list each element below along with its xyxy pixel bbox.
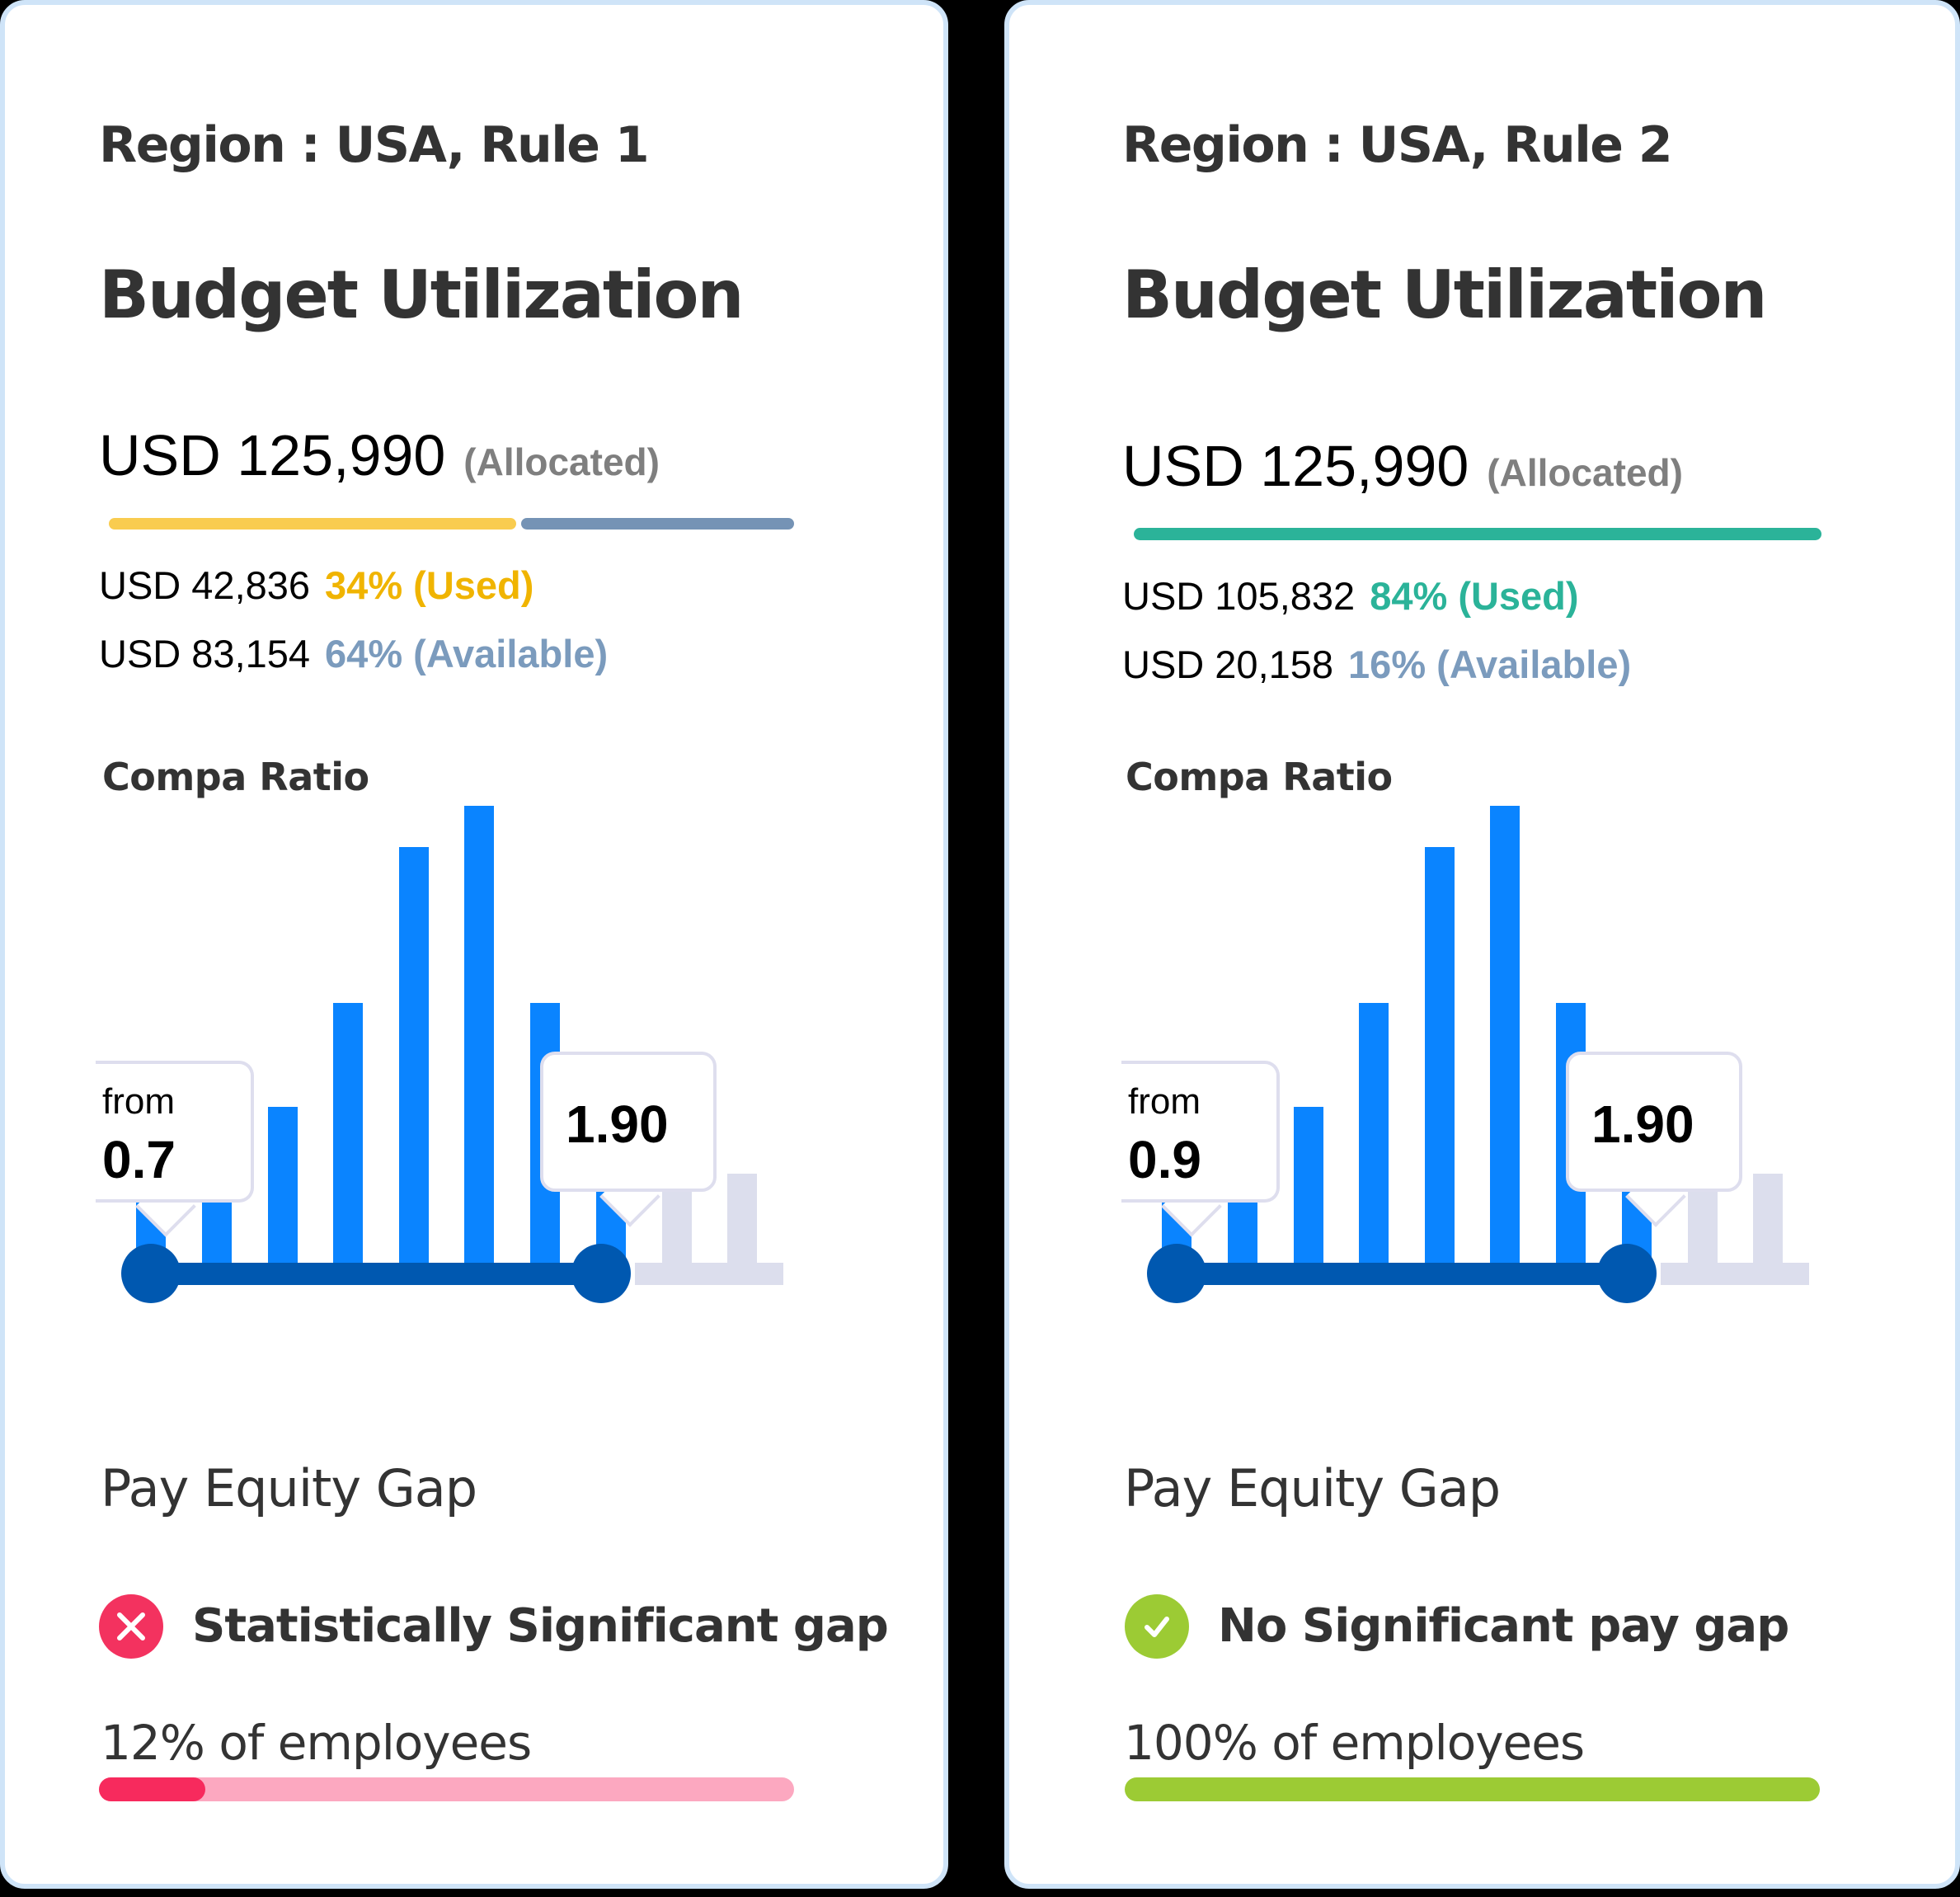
tooltip-max-value: 1.90: [566, 1094, 669, 1154]
used-amount: USD 105,832: [1122, 574, 1356, 618]
rule-card-2: Region : USA, Rule 2 Budget Utilization …: [1004, 0, 1960, 1889]
used-line: USD 105,832 84% (Used): [1122, 577, 1579, 615]
tooltip-max-value: 1.90: [1591, 1094, 1694, 1154]
budget-used-bar: [109, 518, 516, 530]
available-line: USD 83,154 64% (Available): [99, 634, 608, 673]
employees-percent: 12% of employees: [101, 1715, 532, 1771]
chart-bar: [1490, 806, 1520, 1267]
allocated-value: USD 125,990: [99, 423, 446, 487]
chart-bar: [333, 1003, 363, 1267]
range-max-tooltip: [540, 1052, 717, 1192]
allocated-amount: USD 125,990 (Allocated): [1122, 437, 1683, 495]
range-min-tooltip: [96, 1061, 254, 1203]
pay-equity-gap-label: Pay Equity Gap: [101, 1458, 477, 1518]
pay-gap-fill: [99, 1777, 205, 1801]
pay-gap-track: [99, 1777, 794, 1801]
allocated-amount: USD 125,990 (Allocated): [99, 426, 660, 484]
pay-gap-status: No Significant pay gap: [1218, 1599, 1789, 1653]
tooltip-from-label: from: [1128, 1081, 1201, 1122]
employees-percent: 100% of employees: [1124, 1715, 1585, 1771]
range-slider-min-handle[interactable]: [121, 1244, 181, 1303]
chart-bar-out-of-range: [1688, 1180, 1718, 1267]
available-amount: USD 20,158: [1122, 643, 1334, 686]
x-circle-icon: [99, 1594, 163, 1659]
range-slider-max-handle[interactable]: [571, 1244, 631, 1303]
chart-bar: [399, 847, 429, 1267]
chart-bar: [268, 1107, 298, 1267]
available-amount: USD 83,154: [99, 632, 311, 675]
chart-bar-out-of-range: [662, 1180, 692, 1267]
allocated-label: (Allocated): [463, 440, 660, 483]
pay-gap-status: Statistically Significant gap: [192, 1599, 889, 1653]
chart-baseline: [1661, 1263, 1809, 1285]
region-title: Region : USA, Rule 2: [1122, 116, 1673, 174]
tooltip-min-value: 0.9: [1128, 1130, 1201, 1189]
budget-used-bar: [1134, 528, 1821, 540]
rule-card-1: Region : USA, Rule 1 Budget Utilization …: [0, 0, 948, 1889]
tooltip-min-value: 0.7: [102, 1130, 176, 1189]
budget-utilization-title: Budget Utilization: [1122, 257, 1767, 333]
compa-ratio-label: Compa Ratio: [102, 755, 369, 799]
tooltip-from-label: from: [102, 1081, 175, 1122]
chart-bar: [1425, 847, 1455, 1267]
chart-bar-out-of-range: [1753, 1174, 1783, 1267]
used-amount: USD 42,836: [99, 563, 311, 607]
used-line: USD 42,836 34% (Used): [99, 566, 533, 605]
budget-utilization-title: Budget Utilization: [99, 257, 744, 333]
region-title: Region : USA, Rule 1: [99, 116, 650, 174]
allocated-value: USD 125,990: [1122, 434, 1469, 498]
chart-bar: [464, 806, 494, 1267]
chart-bar: [202, 1201, 232, 1267]
range-slider-track[interactable]: [1177, 1263, 1627, 1285]
available-percent: 16% (Available): [1348, 643, 1632, 686]
pay-gap-fill: [1125, 1777, 1820, 1801]
used-percent: 84% (Used): [1370, 574, 1579, 618]
chart-bar: [1228, 1201, 1257, 1267]
chart-bar-out-of-range: [727, 1174, 757, 1267]
budget-available-bar: [521, 518, 794, 530]
available-percent: 64% (Available): [325, 632, 609, 675]
range-min-tooltip: [1121, 1061, 1280, 1203]
used-percent: 34% (Used): [325, 563, 534, 607]
chart-baseline: [635, 1263, 783, 1285]
check-circle-icon: [1125, 1594, 1189, 1659]
range-slider-max-handle[interactable]: [1597, 1244, 1657, 1303]
chart-bar: [1359, 1003, 1389, 1267]
allocated-label: (Allocated): [1487, 451, 1683, 494]
available-line: USD 20,158 16% (Available): [1122, 645, 1631, 684]
range-slider-track[interactable]: [151, 1263, 601, 1285]
range-max-tooltip: [1566, 1052, 1742, 1192]
pay-equity-gap-label: Pay Equity Gap: [1124, 1458, 1501, 1518]
chart-bar: [1294, 1107, 1323, 1267]
compa-ratio-label: Compa Ratio: [1126, 755, 1393, 799]
range-slider-min-handle[interactable]: [1147, 1244, 1206, 1303]
